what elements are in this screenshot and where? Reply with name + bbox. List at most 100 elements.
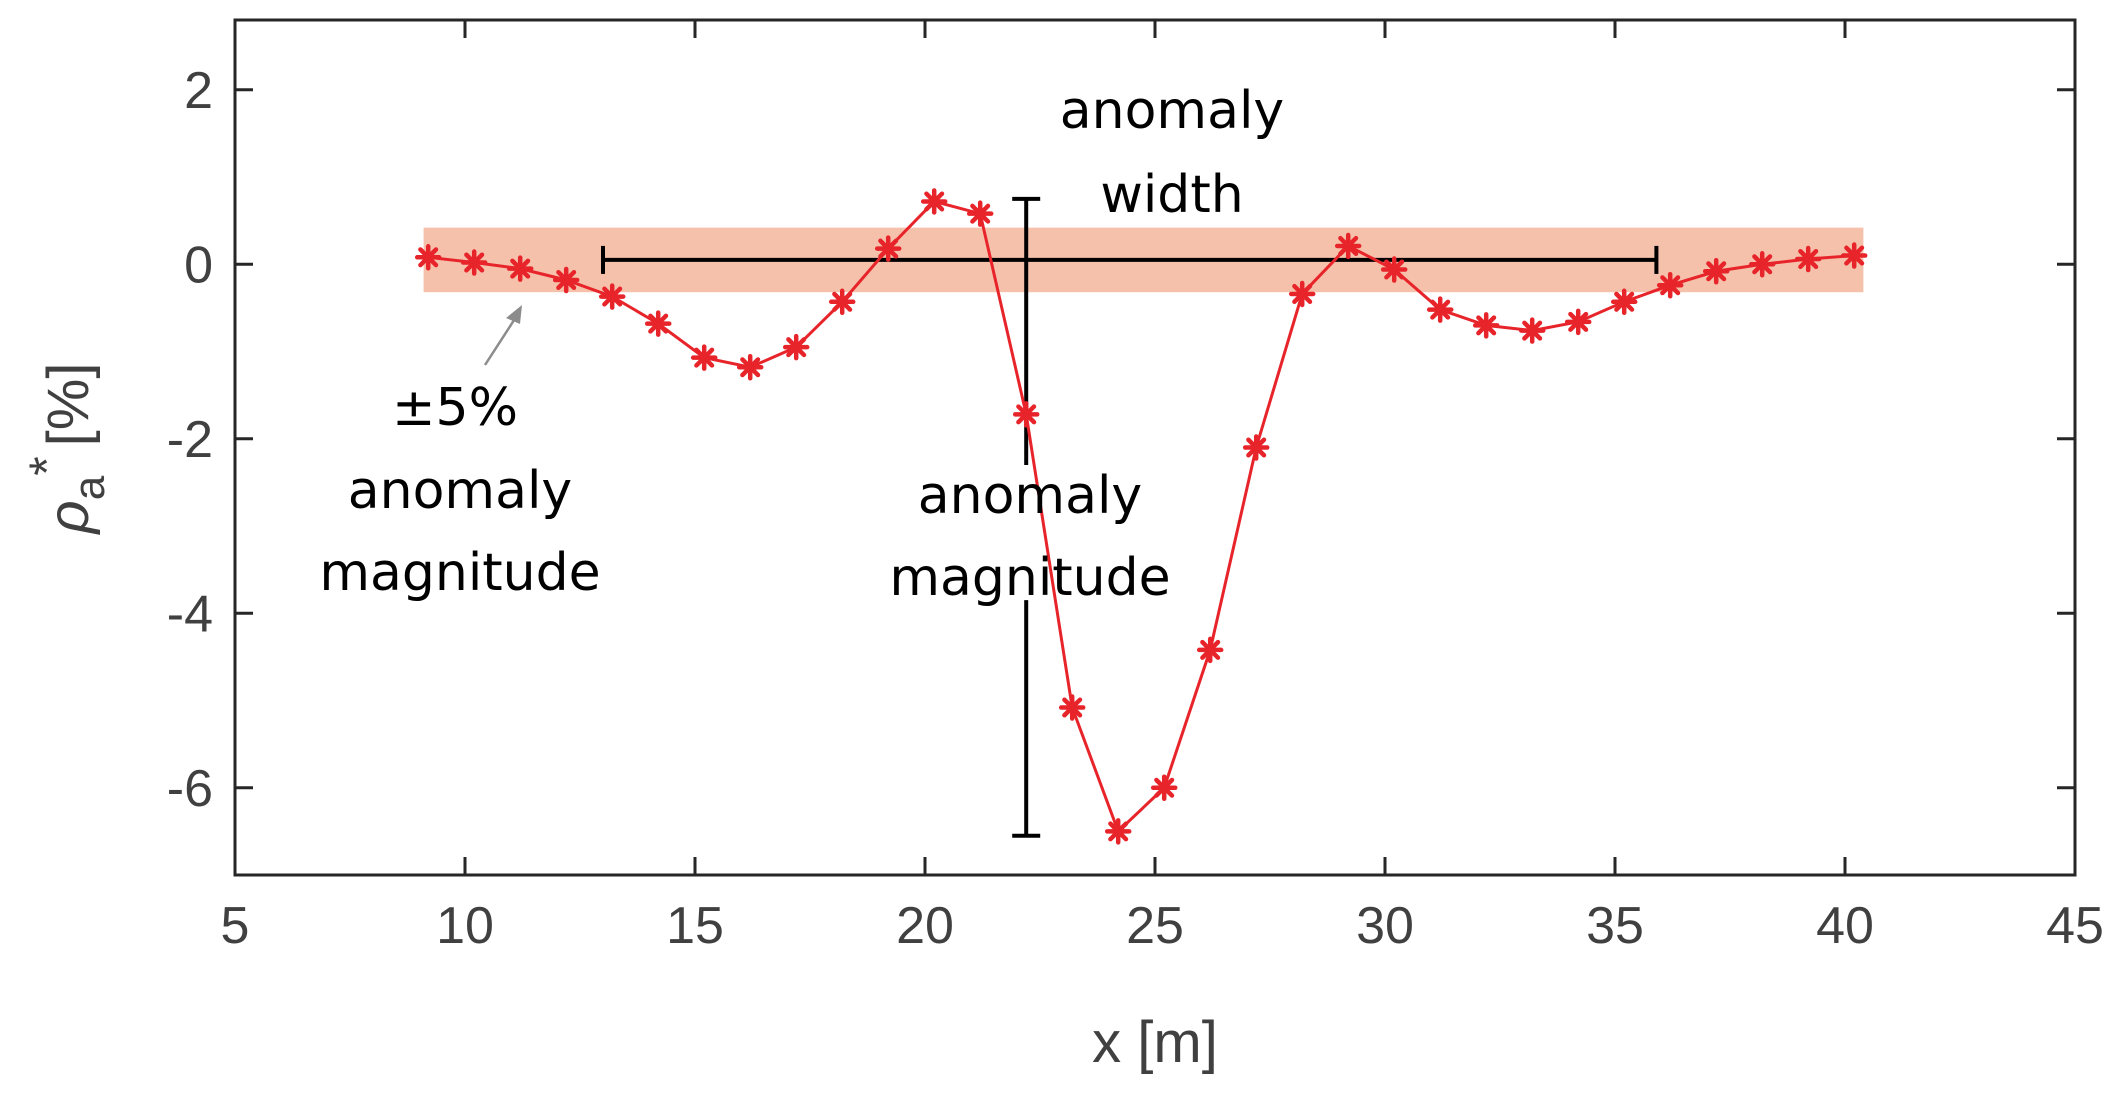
data-point-center [1205, 644, 1216, 655]
y-tick-label: 2 [184, 62, 213, 120]
data-point-center [1435, 304, 1446, 315]
anomaly-magnitude-label-line1: anomaly [918, 466, 1142, 526]
data-point-center [1389, 264, 1400, 275]
data-point [1334, 232, 1362, 260]
data-point-center [1757, 259, 1768, 270]
x-tick-label: 20 [896, 897, 954, 955]
data-point [1610, 288, 1638, 316]
data-point-center [1527, 325, 1538, 336]
plot-background [235, 20, 2075, 875]
y-tick-label: -4 [167, 585, 213, 643]
data-point [460, 249, 488, 276]
data-point-center [883, 243, 894, 254]
data-point-center [975, 208, 986, 219]
data-point-center [837, 296, 848, 307]
axis-ticks [233, 20, 2077, 875]
x-tick-label: 35 [1586, 897, 1644, 955]
data-point [644, 310, 672, 337]
x-tick-label: 10 [436, 897, 494, 955]
data-point [736, 353, 764, 381]
data-point [1150, 774, 1178, 802]
data-point [1656, 271, 1684, 299]
data-point [828, 288, 856, 316]
data-point [1564, 308, 1592, 336]
y-axis-label-unit: [%] [36, 363, 101, 447]
x-tick-labels: 5 10 15 20 25 30 35 40 45 [221, 897, 2104, 955]
data-point [1242, 434, 1270, 461]
data-point-center [1113, 826, 1124, 837]
plot-frame [233, 18, 2077, 877]
data-point-center [1711, 266, 1722, 277]
data-point-center [699, 352, 710, 363]
data-point [1012, 401, 1040, 428]
data-point-center [515, 263, 526, 274]
data-point-center [1803, 254, 1814, 265]
data-point-center [1481, 320, 1492, 331]
data-point [1104, 818, 1132, 845]
data-point-center [791, 342, 802, 353]
band-label-line2: anomaly [348, 461, 572, 521]
band-label-line1: ±5% [392, 378, 518, 438]
data-point-center [1665, 280, 1676, 291]
data-point-center [1067, 702, 1078, 713]
y-tick-label: -6 [167, 760, 213, 818]
data-point-center [1343, 240, 1354, 251]
x-tick-label: 25 [1126, 897, 1184, 955]
data-point [920, 188, 948, 215]
data-point [1058, 694, 1086, 721]
data-point-center [469, 257, 480, 268]
data-point-center [1619, 296, 1630, 307]
data-point [1426, 296, 1454, 323]
data-point [1288, 280, 1316, 308]
y-axis-label-symbol: ρ [36, 500, 101, 535]
data-point [414, 244, 442, 271]
anomaly-width-bar [601, 245, 1659, 274]
x-tick-label: 45 [2046, 897, 2104, 955]
data-point-center [1159, 782, 1170, 793]
data-point-center [653, 318, 664, 329]
series-markers [414, 188, 1868, 845]
x-axis-label: x [m] [1092, 1010, 1218, 1075]
y-tick-labels: -6 -4 -2 0 2 [167, 62, 213, 818]
data-point [1840, 242, 1868, 269]
data-point-center [1573, 316, 1584, 327]
y-tick-label: 0 [184, 236, 213, 294]
anomaly-magnitude-label-line2: magnitude [889, 548, 1170, 608]
x-tick-label: 15 [666, 897, 724, 955]
data-point [690, 344, 718, 371]
band-label-line3: magnitude [319, 543, 600, 603]
data-point [1794, 245, 1822, 273]
data-point-center [561, 274, 572, 285]
data-point-center [1021, 409, 1032, 420]
x-tick-label: 40 [1816, 897, 1874, 955]
data-point [1196, 636, 1224, 664]
data-point [552, 266, 580, 294]
data-point [782, 333, 810, 361]
data-point [1748, 251, 1776, 278]
data-point [598, 283, 626, 310]
data-point-center [423, 252, 434, 263]
data-point [1380, 256, 1408, 283]
data-point-center [745, 362, 756, 373]
data-point [966, 200, 994, 227]
data-point-center [929, 196, 940, 207]
x-tick-label: 5 [221, 897, 250, 955]
band-arrow-shaft [483, 313, 520, 366]
data-point [1518, 317, 1546, 344]
anomaly-width-label-line2: width [1100, 165, 1243, 225]
data-point [874, 235, 902, 262]
y-tick-label: -2 [167, 411, 213, 469]
data-point-center [1251, 442, 1262, 453]
data-point [1702, 258, 1730, 285]
anomaly-width-label-line1: anomaly [1060, 81, 1284, 141]
data-point-center [607, 291, 618, 302]
data-point [1472, 312, 1500, 339]
y-axis-label-subscript: a [65, 475, 114, 500]
data-point [506, 255, 534, 282]
band-arrow-head [506, 305, 522, 324]
svg-text:ρa*[%]: ρa* [%] [19, 363, 114, 536]
y-axis-label-superscript: * [19, 456, 75, 475]
x-tick-label: 30 [1356, 897, 1414, 955]
data-point-center [1849, 250, 1860, 261]
